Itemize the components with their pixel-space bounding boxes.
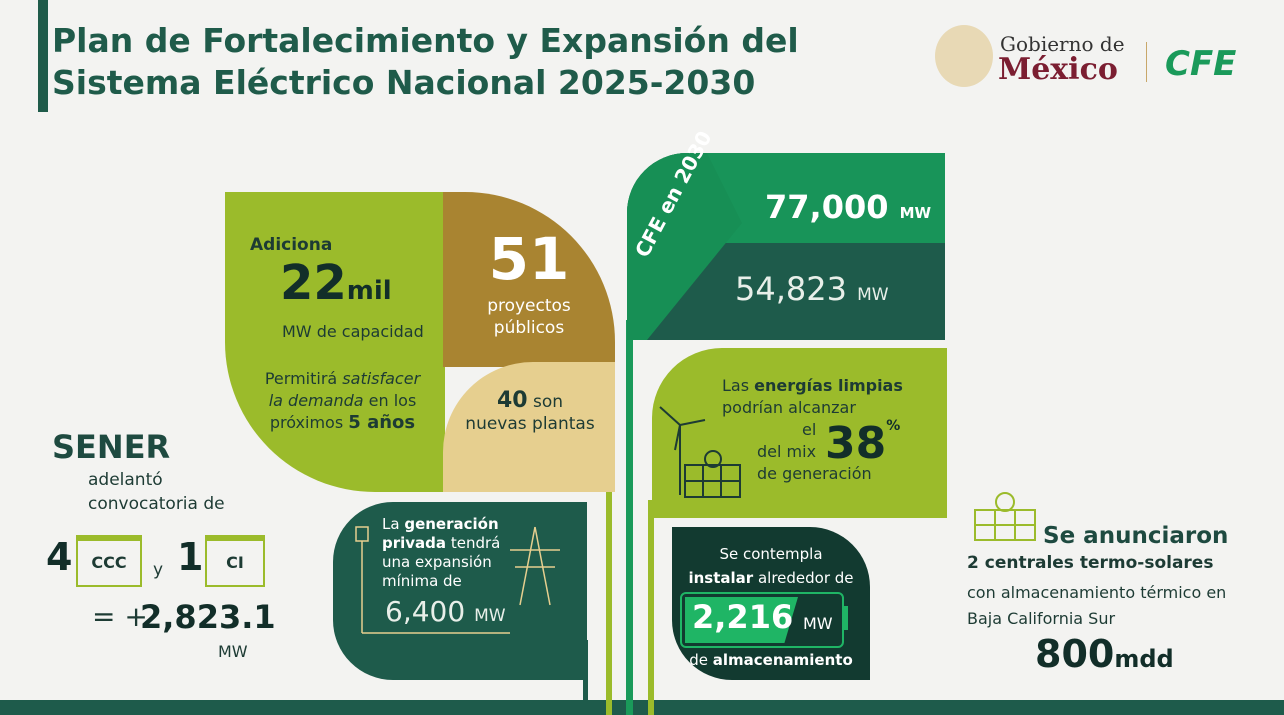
unit: mil (346, 276, 392, 306)
limpias-block (652, 348, 947, 518)
sener-and: y (153, 560, 164, 580)
text: Permitirá (264, 369, 338, 388)
sener-title: SENER (52, 428, 171, 466)
number: 38 (825, 418, 887, 469)
accent-bar (38, 0, 48, 112)
number: 54,823 (735, 270, 847, 308)
plug-tower-icon (355, 526, 560, 634)
unit: MW (474, 606, 506, 626)
footer-band (0, 700, 1284, 715)
sener-total: 2,823.1 (140, 598, 276, 636)
solar-icon (974, 492, 1036, 541)
termo-amount: 800mdd (1035, 632, 1174, 676)
stem (626, 320, 633, 715)
sener-count: 4 (46, 535, 73, 579)
cfe-arrow (627, 153, 742, 340)
cfe-target: 77,000 MW (765, 188, 931, 226)
privada-block (333, 502, 587, 680)
seal (935, 25, 993, 87)
text: próximos (269, 413, 344, 432)
proyectos-number: 51 (488, 225, 570, 293)
almacenamiento-number: 2,216 (692, 598, 794, 636)
text: en los (368, 391, 417, 410)
sener-count: 1 (177, 535, 204, 579)
unit: mdd (1114, 645, 1174, 673)
number: 6,400 (385, 595, 466, 628)
stem (648, 500, 654, 715)
number: 77,000 (765, 188, 889, 226)
text: Las (722, 376, 750, 395)
logo-divider (1146, 42, 1147, 82)
unit: MW (899, 204, 932, 222)
number: 22 (280, 255, 347, 311)
sener-equals: = + (92, 600, 148, 633)
text: satisfacer (342, 369, 421, 388)
limpias-number: 38% (825, 418, 900, 469)
text: de (689, 651, 708, 669)
adiciona-sub: MW de capacidad (282, 322, 424, 341)
stem (606, 470, 612, 715)
adiciona-text: Permitirá satisfacer la demanda en los p… (240, 368, 445, 434)
text: la demanda (268, 391, 364, 410)
text: nuevas plantas (465, 414, 595, 434)
text: de generación (757, 464, 872, 483)
termo-text: con almacenamiento térmico en Baja Calif… (967, 583, 1227, 628)
sener-text: adelantó convocatoria de (88, 470, 225, 514)
text: Se contempla (719, 545, 823, 563)
battery-fill (685, 597, 798, 643)
plantas-text: 40 son nuevas plantas (465, 390, 595, 435)
unit: MW (857, 285, 889, 305)
text: 5 años (348, 412, 416, 433)
wind-solar-icon (659, 406, 741, 498)
logo-gobierno: Gobierno de (1000, 32, 1125, 56)
number: 800 (1035, 632, 1115, 676)
sener-unit: MW (218, 642, 248, 661)
text: almacenamiento (712, 651, 853, 669)
text: generación privada (382, 515, 499, 552)
text: alrededor de (757, 569, 854, 587)
almacenamiento-text: Se contempla instalar alrededor de (672, 542, 870, 590)
termo-title: Se anunciaron (1043, 523, 1229, 549)
sener-type: CCC (76, 535, 142, 587)
title-line: Plan de Fortalecimiento y Expansión del (52, 21, 799, 60)
sener-type: CI (205, 535, 265, 587)
text: instalar (688, 569, 754, 587)
almacenamiento-text: de almacenamiento (672, 651, 870, 669)
text: el (802, 420, 817, 439)
logo-cfe: CFE (1165, 44, 1237, 84)
text: energías limpias (754, 376, 903, 395)
logo-mexico: México (998, 52, 1118, 87)
text: tendrá una expansión mínima de (382, 534, 501, 590)
battery-tip (842, 606, 848, 630)
title-line: Sistema Eléctrico Nacional 2025-2030 (52, 63, 756, 102)
number: 40 (496, 388, 528, 413)
adiciona-number: 22mil (280, 255, 392, 311)
text: son (532, 392, 564, 412)
text: La (382, 515, 400, 533)
limpias-text: Las energías limpias podrían alcanzar el… (722, 375, 903, 485)
termo-subtitle: 2 centrales termo-solares (967, 553, 1214, 573)
adiciona-label: Adiciona (250, 235, 333, 255)
cfe-block (627, 153, 945, 340)
privada-number: 6,400 MW (385, 595, 506, 628)
cfe-current: 54,823 MW (735, 270, 889, 308)
almacenamiento-unit: MW (803, 614, 833, 633)
text: del mix (757, 442, 817, 461)
title: Plan de Fortalecimiento y Expansión del … (52, 20, 799, 104)
privada-text: La generación privada tendrá una expansi… (382, 515, 512, 591)
text: podrían alcanzar (722, 398, 856, 417)
proyectos-text: proyectos públicos (487, 296, 571, 338)
unit: % (886, 418, 901, 434)
